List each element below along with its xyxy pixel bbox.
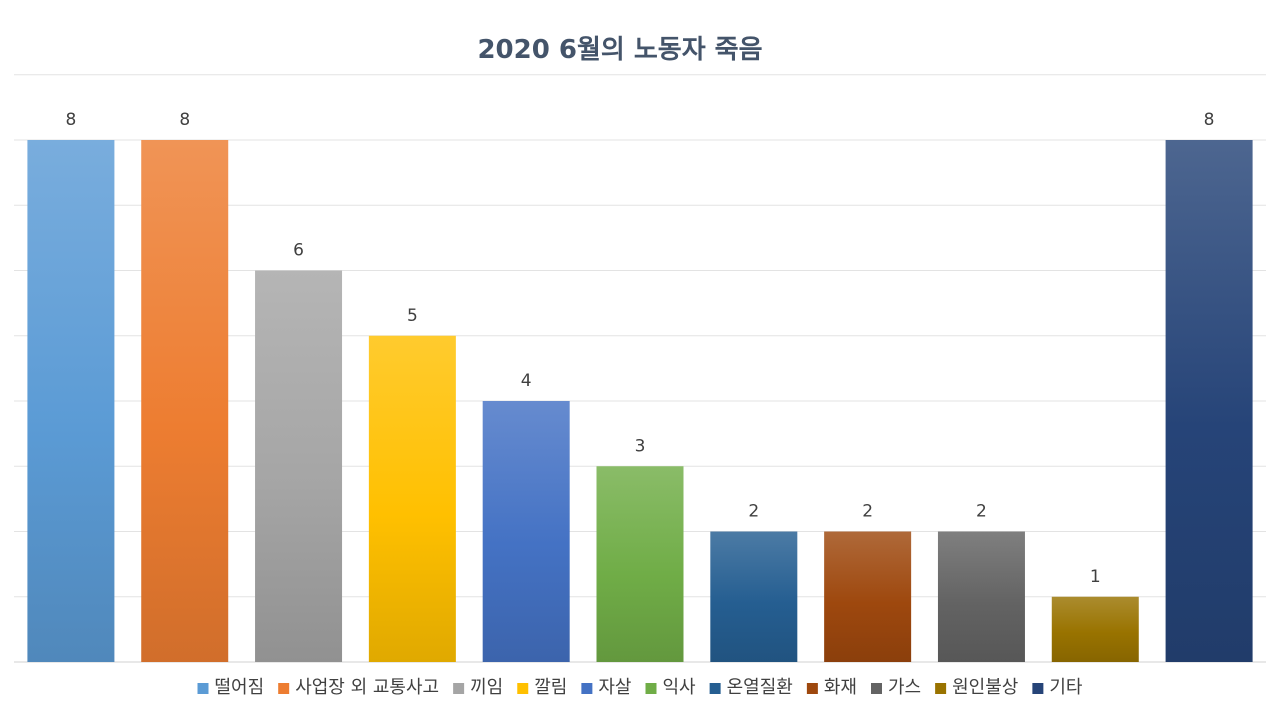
legend-swatch <box>581 683 593 694</box>
legend-swatch <box>278 683 290 694</box>
legend-label: 떨어짐 <box>215 677 265 698</box>
data-labels: 8 8 6 5 4 3 2 2 2 1 8 <box>65 110 1214 587</box>
bar-8 <box>824 531 912 662</box>
legend-label: 원인불상 <box>952 677 1018 698</box>
legend-swatch <box>935 683 947 694</box>
legend-swatch <box>709 683 721 694</box>
data-label: 2 <box>748 502 759 522</box>
data-label: 6 <box>293 241 304 261</box>
data-label: 8 <box>1204 110 1215 130</box>
bar-7 <box>710 531 798 662</box>
legend-item: 떨어짐 <box>197 677 265 698</box>
legend-swatch <box>871 683 882 694</box>
legend-label: 화재 <box>824 677 857 698</box>
data-label: 2 <box>862 502 873 522</box>
legend-item: 화재 <box>806 677 857 698</box>
bar-4 <box>368 335 456 662</box>
legend-label: 자살 <box>598 677 631 698</box>
data-label: 8 <box>179 110 190 130</box>
data-label: 5 <box>407 306 418 326</box>
legend-label: 기타 <box>1049 677 1083 698</box>
legend-item: 익사 <box>645 677 697 698</box>
bar-3 <box>255 270 343 662</box>
legend-swatch <box>453 683 465 694</box>
legend-label: 사업장 외 교통사고 <box>295 677 439 698</box>
legend-swatch <box>645 683 657 694</box>
legend-item: 가스 <box>871 677 921 698</box>
legend-swatch <box>1032 683 1044 694</box>
legend: 떨어짐 사업장 외 교통사고 끼임 깔림 자살 익사 온열질환 화재 가스 원인불상 기타 <box>197 677 1083 698</box>
legend-label: 온열질환 <box>727 677 793 698</box>
chart-title: 2020 6월의 노동자 죽음 <box>477 35 762 65</box>
legend-label: 익사 <box>663 677 697 698</box>
data-label: 2 <box>976 502 987 522</box>
data-label: 1 <box>1090 567 1101 587</box>
legend-item: 끼임 <box>453 677 503 698</box>
data-label: 3 <box>635 436 646 456</box>
legend-item: 기타 <box>1032 677 1083 698</box>
bar-5 <box>482 401 570 662</box>
bar-10 <box>1051 596 1139 662</box>
legend-item: 온열질환 <box>709 677 793 698</box>
bars <box>27 140 1253 662</box>
data-label: 4 <box>521 371 532 391</box>
legend-item: 깔림 <box>517 677 567 698</box>
legend-swatch <box>806 683 818 694</box>
bar-1 <box>27 140 115 662</box>
bar-6 <box>596 466 684 662</box>
legend-label: 깔림 <box>534 677 567 698</box>
legend-swatch <box>517 683 529 694</box>
legend-label: 가스 <box>888 677 921 698</box>
legend-item: 원인불상 <box>935 677 1018 698</box>
bar-11 <box>1165 140 1253 662</box>
legend-label: 끼임 <box>470 677 503 698</box>
bar-9 <box>937 531 1025 662</box>
legend-item: 사업장 외 교통사고 <box>278 677 439 698</box>
legend-swatch <box>197 683 209 694</box>
bar-2 <box>141 140 229 662</box>
data-label: 8 <box>65 110 76 130</box>
legend-item: 자살 <box>581 677 632 698</box>
